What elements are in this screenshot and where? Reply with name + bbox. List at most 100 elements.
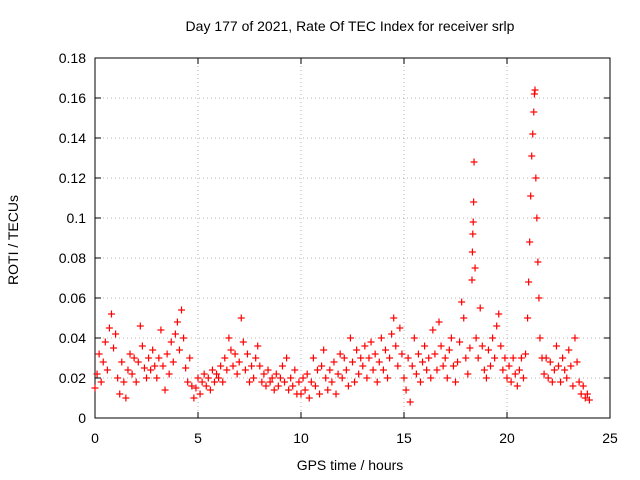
data-point bbox=[134, 358, 142, 366]
data-point bbox=[143, 374, 150, 382]
data-point bbox=[309, 354, 317, 362]
data-point bbox=[470, 158, 478, 166]
data-point bbox=[159, 362, 167, 370]
data-point bbox=[497, 342, 505, 350]
data-point bbox=[583, 390, 591, 398]
x-tick-label: 0 bbox=[91, 430, 99, 446]
data-point bbox=[237, 314, 245, 322]
data-point bbox=[513, 382, 521, 390]
data-point bbox=[163, 350, 171, 358]
data-point bbox=[388, 330, 396, 338]
data-point bbox=[421, 342, 429, 350]
data-point bbox=[472, 334, 480, 342]
data-point bbox=[202, 382, 210, 390]
data-point bbox=[471, 264, 479, 272]
data-point bbox=[307, 378, 315, 386]
data-point bbox=[567, 362, 575, 370]
data-point bbox=[493, 322, 501, 330]
data-point bbox=[433, 366, 441, 374]
data-point bbox=[223, 366, 231, 374]
data-point bbox=[210, 378, 218, 386]
data-point bbox=[256, 362, 264, 370]
data-point bbox=[402, 386, 410, 394]
data-point bbox=[316, 390, 324, 398]
data-point bbox=[239, 338, 247, 346]
data-point bbox=[532, 174, 540, 182]
data-point bbox=[546, 358, 554, 366]
data-point bbox=[371, 350, 379, 358]
data-point bbox=[557, 378, 565, 386]
data-point bbox=[410, 334, 418, 342]
data-point bbox=[404, 354, 412, 362]
data-point bbox=[526, 238, 534, 246]
data-point bbox=[264, 366, 272, 374]
data-point bbox=[505, 362, 513, 370]
data-point bbox=[262, 382, 270, 390]
data-point bbox=[412, 370, 420, 378]
data-point bbox=[517, 354, 525, 362]
data-point bbox=[379, 366, 387, 374]
data-point bbox=[208, 366, 216, 374]
data-point bbox=[120, 378, 128, 386]
data-point bbox=[149, 346, 157, 354]
data-point bbox=[469, 230, 477, 238]
data-point bbox=[184, 378, 192, 386]
data-point bbox=[550, 366, 558, 374]
data-point bbox=[188, 382, 196, 390]
data-point bbox=[260, 370, 268, 378]
data-point bbox=[204, 374, 212, 382]
data-point bbox=[474, 354, 482, 362]
data-point bbox=[140, 364, 148, 372]
data-point bbox=[377, 334, 385, 342]
data-point bbox=[221, 354, 229, 362]
data-point bbox=[171, 330, 179, 338]
data-point bbox=[287, 374, 295, 382]
data-point bbox=[320, 346, 328, 354]
data-point bbox=[101, 338, 109, 346]
data-point bbox=[406, 398, 414, 406]
data-point bbox=[375, 358, 383, 366]
data-point bbox=[487, 362, 495, 370]
x-tick-label: 25 bbox=[602, 430, 618, 446]
data-point bbox=[336, 350, 344, 358]
data-point bbox=[219, 378, 227, 386]
data-point bbox=[529, 130, 537, 138]
data-point bbox=[414, 350, 422, 358]
data-point bbox=[398, 350, 406, 358]
data-point bbox=[367, 338, 375, 346]
data-point bbox=[482, 374, 490, 382]
y-tick-label: 0.04 bbox=[59, 330, 86, 346]
data-point bbox=[303, 370, 311, 378]
data-point bbox=[169, 358, 177, 366]
data-point bbox=[394, 362, 402, 370]
data-point bbox=[575, 378, 583, 386]
data-point bbox=[91, 384, 99, 392]
y-tick-label: 0.02 bbox=[59, 370, 86, 386]
data-point bbox=[480, 366, 488, 374]
data-point bbox=[552, 342, 560, 350]
data-point bbox=[577, 390, 585, 398]
data-point bbox=[332, 390, 340, 398]
data-point bbox=[365, 354, 373, 362]
data-point bbox=[291, 366, 299, 374]
data-point bbox=[535, 294, 543, 302]
data-point bbox=[416, 378, 424, 386]
data-point bbox=[357, 354, 365, 362]
data-point bbox=[110, 344, 118, 352]
data-point bbox=[408, 362, 416, 370]
data-point bbox=[116, 390, 124, 398]
data-point bbox=[527, 192, 535, 200]
data-point bbox=[363, 374, 371, 382]
data-point bbox=[381, 346, 389, 354]
x-tick-label: 10 bbox=[293, 430, 309, 446]
data-point bbox=[227, 346, 235, 354]
data-point bbox=[525, 278, 533, 286]
data-point bbox=[569, 382, 577, 390]
data-point bbox=[192, 384, 200, 392]
data-point bbox=[447, 334, 455, 342]
data-point bbox=[530, 108, 538, 116]
data-point bbox=[344, 382, 352, 390]
data-point bbox=[359, 362, 367, 370]
data-point bbox=[419, 358, 427, 366]
data-point bbox=[118, 358, 126, 366]
